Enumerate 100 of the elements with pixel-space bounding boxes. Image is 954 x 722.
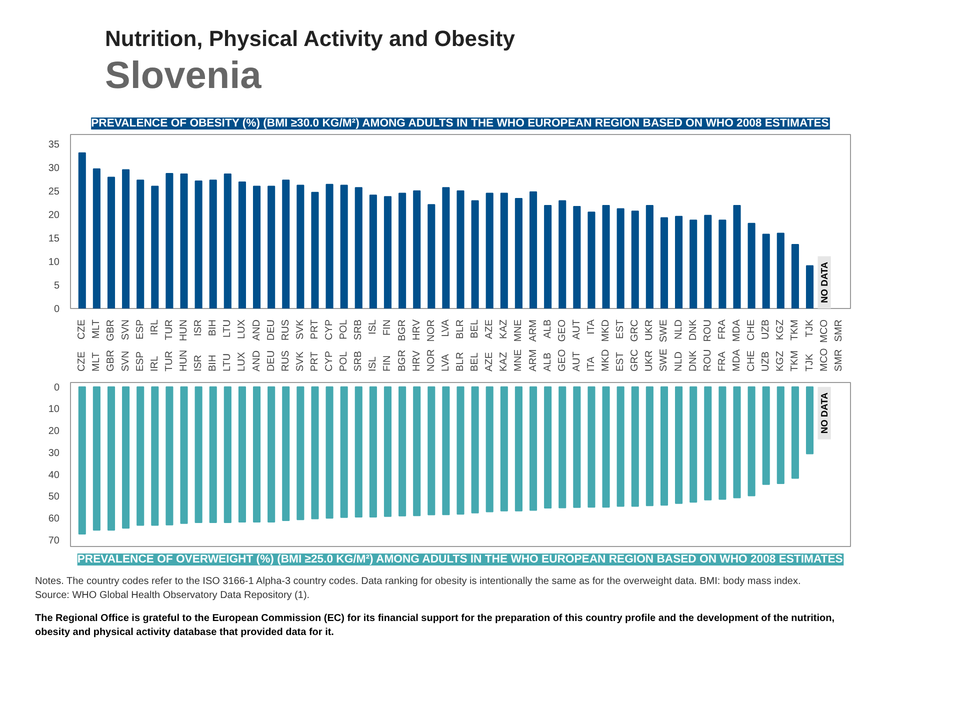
- bar: [616, 208, 624, 308]
- bar: [442, 386, 450, 516]
- x-tick-label: BLR: [455, 320, 466, 339]
- x-tick-label: ROU: [702, 319, 714, 342]
- bar: [151, 186, 159, 308]
- bar: [776, 386, 784, 484]
- x-tick-label: IRL: [149, 356, 160, 372]
- bar: [78, 386, 86, 535]
- bar: [660, 217, 668, 308]
- bar: [296, 184, 304, 308]
- x-tick-label: BLR: [455, 352, 466, 372]
- x-tick-label: TKM: [790, 320, 801, 341]
- bar: [340, 386, 348, 518]
- bar: [544, 205, 552, 308]
- x-tick-label: BIH: [208, 320, 219, 336]
- bar: [514, 386, 522, 512]
- x-tick-label: MNE: [513, 348, 524, 372]
- y-tick-label: 30: [48, 162, 60, 174]
- text: Notes. The country codes refer to the ISO 3166-1 Alpha-3 country codes. Data ranking for obesity is intentionally the same as for the overweight data. BMI: body mass index.: [35, 575, 802, 589]
- text: Nutrition, Physical Activity and Obesity: [105, 25, 515, 53]
- bar: [776, 232, 784, 308]
- x-tick-label: CHE: [746, 319, 758, 341]
- x-tick-label: SWE: [658, 319, 670, 342]
- x-tick-label: TUR: [164, 319, 175, 340]
- y-tick-label: 40: [48, 470, 60, 481]
- x-tick-label: BGR: [396, 350, 408, 372]
- x-tick-label: CYP: [324, 350, 336, 372]
- x-tick-label: MLT: [91, 352, 102, 372]
- bar: [224, 386, 232, 523]
- x-tick-label: DNK: [688, 350, 699, 372]
- x-tick-label: BEL: [470, 319, 481, 338]
- source-note: Source: WHO Global Health Observatory Data Repository (1).: [35, 589, 311, 604]
- x-tick-label: FRA: [716, 351, 728, 372]
- bar: [486, 192, 494, 308]
- x-tick-label: DEU: [266, 319, 277, 341]
- x-tick-label: ALB: [542, 352, 554, 372]
- x-tick-label: DNK: [688, 319, 699, 341]
- bar: [252, 186, 261, 308]
- bar: [369, 194, 377, 308]
- y-tick-label: 30: [48, 448, 60, 459]
- bar: [718, 220, 726, 308]
- bar: [558, 200, 566, 308]
- x-tick-label: TJK: [804, 353, 816, 372]
- x-tick-label: ITA: [586, 356, 597, 372]
- x-tick-label: GEO: [556, 349, 568, 372]
- y-tick-label: 35: [48, 139, 60, 150]
- bar: [529, 386, 538, 511]
- text: Slovenia: [105, 54, 262, 98]
- x-tick-label: GEO: [556, 319, 568, 342]
- x-tick-label: CZE: [76, 351, 88, 372]
- annotation: NO DATA: [819, 392, 830, 434]
- x-tick-label: MCO: [818, 319, 830, 343]
- x-tick-label: UKR: [644, 319, 656, 341]
- x-tick-label: ITA: [586, 319, 597, 334]
- bar: [456, 386, 464, 515]
- x-tick-label: SVN: [120, 350, 132, 372]
- x-tick-label: TUR: [164, 350, 175, 372]
- bar: [209, 180, 217, 308]
- x-tick-label: SMR: [833, 349, 844, 372]
- bar: [268, 386, 276, 523]
- x-tick-label: EST: [615, 319, 626, 339]
- bar: [92, 386, 100, 531]
- y-tick-label: 0: [54, 304, 60, 315]
- y-tick-label: 10: [48, 404, 60, 416]
- bar: [122, 386, 130, 529]
- x-tick-label: CZE: [76, 319, 88, 340]
- bar: [428, 386, 436, 516]
- bar: [660, 386, 668, 506]
- x-tick-label: CHE: [746, 350, 758, 372]
- bar: [340, 184, 348, 308]
- bar: [194, 386, 202, 523]
- x-tick-label: ISR: [193, 354, 204, 372]
- x-tick-label: RUS: [280, 350, 292, 372]
- x-tick-label: AZE: [484, 352, 496, 372]
- bar: [544, 386, 552, 509]
- x-tick-label: NLD: [673, 351, 684, 372]
- x-tick-label: NOR: [426, 319, 437, 342]
- x-tick-label: SRB: [353, 350, 364, 372]
- x-tick-label: AND: [251, 350, 262, 372]
- y-tick-label: 70: [48, 535, 60, 546]
- x-tick-label: GRC: [630, 319, 641, 342]
- bar: [762, 386, 770, 485]
- x-tick-label: SVK: [294, 351, 306, 372]
- x-tick-label: GBR: [106, 350, 117, 372]
- x-tick-label: ESP: [134, 319, 146, 340]
- x-tick-label: SRB: [353, 319, 364, 340]
- bar: [486, 386, 494, 512]
- x-tick-label: LTU: [222, 353, 234, 372]
- x-tick-label: ALB: [542, 319, 554, 338]
- bar: [529, 191, 538, 308]
- x-tick-label: POL: [338, 319, 350, 340]
- bar: [268, 186, 276, 308]
- bar: [588, 386, 596, 508]
- bar: [573, 206, 581, 308]
- x-tick-label: MCO: [818, 348, 830, 372]
- x-tick-label: LVA: [440, 354, 452, 372]
- bar: [748, 222, 756, 308]
- x-tick-label: HRV: [411, 350, 422, 372]
- x-tick-label: GRC: [630, 349, 641, 372]
- bar: [762, 234, 770, 308]
